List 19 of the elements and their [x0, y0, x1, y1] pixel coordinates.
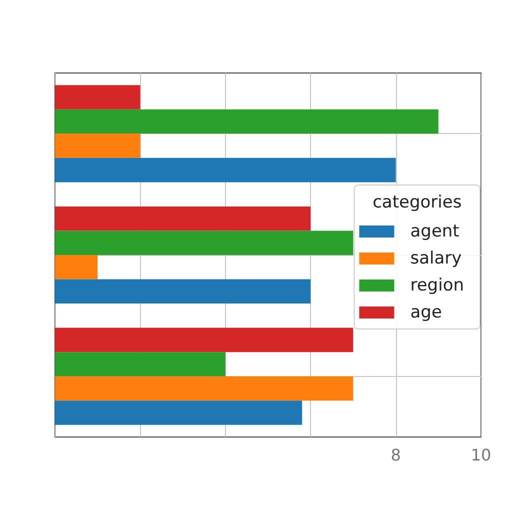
bar: [55, 400, 302, 425]
x-tick-label: 8: [390, 446, 401, 464]
x-tick-label: 10: [470, 446, 492, 464]
legend-label: salary: [410, 248, 462, 268]
legend-label: region: [410, 276, 464, 296]
bar: [55, 158, 396, 182]
bar: [55, 255, 98, 280]
legend-label: age: [410, 302, 442, 322]
bar: [55, 109, 438, 134]
bar: [55, 328, 354, 352]
legend-label: agent: [410, 222, 460, 242]
bar: [55, 279, 311, 304]
bar: [55, 134, 140, 158]
bar: [55, 85, 140, 110]
legend-title: categories: [372, 192, 462, 212]
bar: [55, 376, 354, 401]
bar: [55, 230, 354, 255]
bar: [55, 352, 226, 376]
bar: [55, 206, 311, 231]
